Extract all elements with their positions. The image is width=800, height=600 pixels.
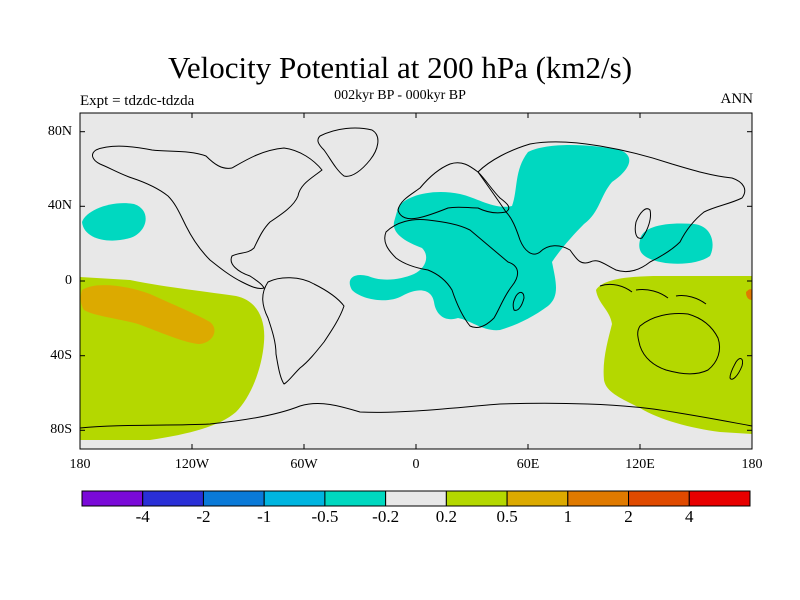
map-panel	[80, 113, 752, 449]
axis-ticks	[80, 113, 752, 449]
negative-region-east-asia	[639, 223, 713, 264]
coastlines	[80, 127, 752, 429]
coastline-north-america	[92, 145, 323, 289]
lat-tick-label: 40N	[47, 198, 72, 214]
colorbar-tick-label: -0.5	[311, 507, 339, 526]
coastline-japan	[634, 208, 651, 239]
strong-positive-region-east-pacific	[80, 285, 215, 344]
colorbar-tick-label: -0.2	[372, 507, 400, 526]
lon-tick-label: 0	[412, 457, 420, 472]
colorbar-tick-label: -1	[257, 507, 272, 526]
colorbar-swatch	[81, 490, 144, 507]
colorbar-swatch	[445, 490, 508, 507]
negative-region-eurasia-africa	[349, 145, 630, 331]
lon-tick-label: 120W	[174, 457, 210, 472]
colorbar-tick-label: 1	[563, 507, 573, 526]
lon-tick-label: 180	[69, 457, 91, 472]
lon-tick-label: 180	[741, 457, 763, 472]
colorbar-swatch	[688, 490, 751, 507]
colorbar-swatch	[324, 490, 387, 507]
map-frame	[79, 112, 753, 450]
coastline-australia	[637, 313, 721, 375]
strong-positive-region-edge	[746, 289, 752, 300]
colorbar-tick-label: -2	[196, 507, 211, 526]
colorbar-swatch	[567, 490, 630, 507]
negative-region-north-pacific	[82, 203, 146, 241]
coastline-africa	[384, 219, 518, 329]
contour-fill-layer	[80, 145, 752, 440]
lon-tick-label: 60E	[516, 457, 540, 472]
experiment-label: Expt = tdzdc-tdzda	[80, 93, 195, 109]
lat-tick-label: 40S	[50, 347, 72, 363]
lon-tick-label: 60W	[290, 457, 318, 472]
coastline-europe	[397, 162, 510, 220]
colorbar-tick-label: 0.2	[435, 507, 457, 526]
map-title: Velocity Potential at 200 hPa (km2/s)	[167, 50, 633, 85]
lat-tick-label: 80S	[50, 422, 72, 438]
coastline-south-america	[262, 277, 345, 385]
map-subtitle: 002kyr BP - 000kyr BP	[334, 88, 466, 103]
coastline-madagascar	[512, 291, 525, 311]
colorbar-swatch	[142, 490, 204, 507]
coastline-greenland	[317, 127, 379, 177]
coastline-new-zealand	[729, 358, 743, 380]
positive-region-west-pacific	[596, 276, 752, 434]
coastline-maritime-continent	[599, 283, 707, 305]
colorbar-swatch	[385, 490, 447, 507]
colorbar-tick-label: -4	[135, 507, 150, 526]
colorbar-swatch	[628, 490, 690, 507]
coastline-antarctica	[80, 402, 752, 429]
colorbar-tick-label: 4	[685, 507, 694, 526]
colorbar	[81, 490, 751, 507]
lat-tick-label: 0	[65, 273, 72, 288]
colorbar-tick-label: 0.5	[496, 507, 518, 526]
lon-tick-label: 120E	[625, 457, 655, 472]
season-label: ANN	[720, 91, 754, 107]
colorbar-swatch	[263, 490, 326, 507]
colorbar-swatch	[506, 490, 569, 507]
colorbar-swatch	[202, 490, 265, 507]
lat-tick-label: 80N	[47, 123, 72, 139]
coastline-asia	[477, 141, 746, 273]
colorbar-tick-label: 2	[624, 507, 633, 526]
